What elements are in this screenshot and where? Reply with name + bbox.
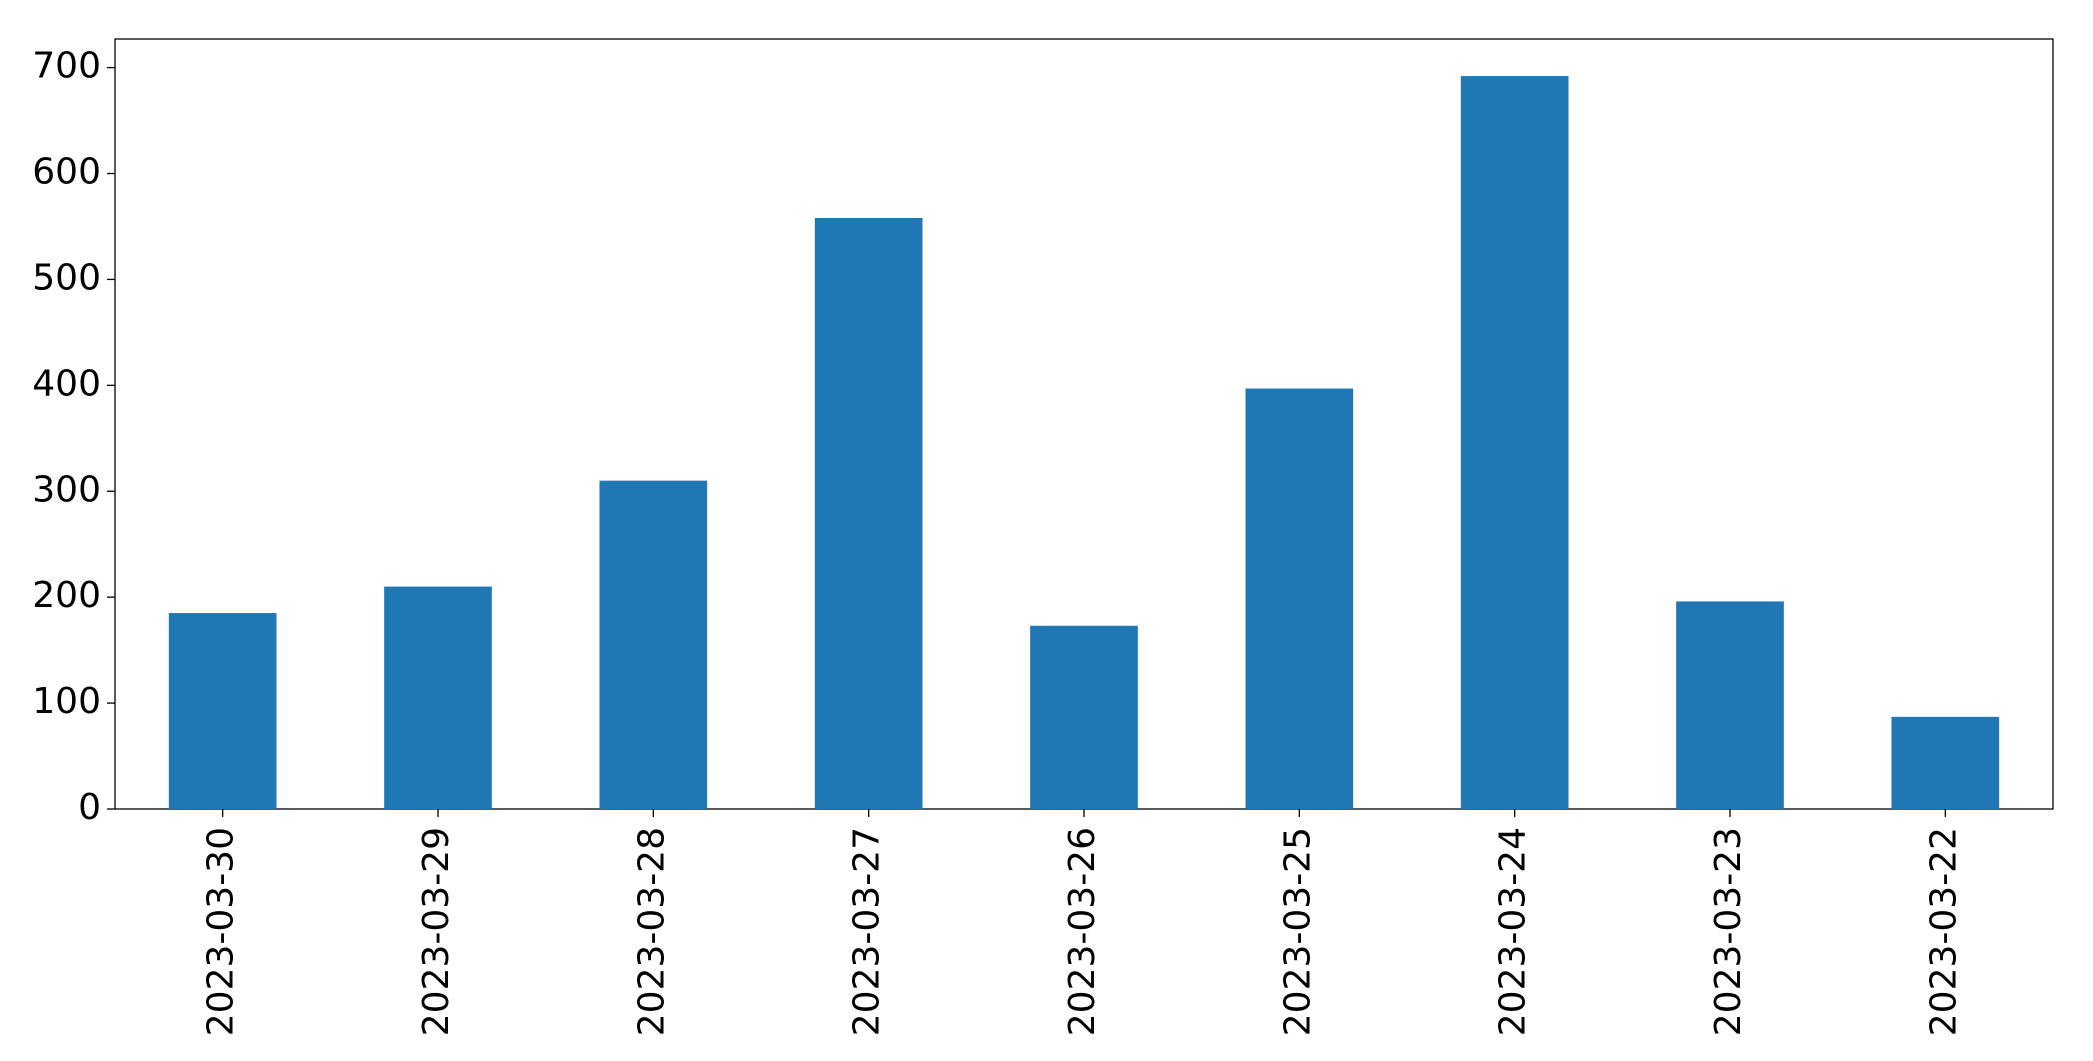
x-tick-label: 2023-03-25 xyxy=(1277,827,1318,1036)
bar xyxy=(599,480,708,809)
y-tick-label: 400 xyxy=(32,363,101,404)
y-tick-label: 600 xyxy=(32,152,101,193)
bar xyxy=(1460,76,1569,810)
bar xyxy=(1245,388,1354,809)
bar xyxy=(168,613,277,809)
x-tick-label: 2023-03-23 xyxy=(1708,827,1749,1036)
y-tick-label: 700 xyxy=(32,46,101,87)
bar xyxy=(1030,625,1138,809)
x-tick-label: 2023-03-22 xyxy=(1923,827,1964,1036)
bar xyxy=(1676,601,1784,809)
x-tick-label: 2023-03-28 xyxy=(631,827,672,1036)
x-tick-label: 2023-03-24 xyxy=(1493,827,1534,1036)
bar xyxy=(814,217,923,810)
y-tick-label: 0 xyxy=(78,787,101,828)
y-tick-label: 200 xyxy=(32,575,101,616)
x-tick-label: 2023-03-29 xyxy=(416,827,457,1036)
y-tick-label: 500 xyxy=(32,257,101,298)
y-tick-label: 100 xyxy=(32,681,101,722)
x-tick-label: 2023-03-27 xyxy=(847,827,888,1036)
x-tick-label: 2023-03-26 xyxy=(1062,827,1103,1036)
bar xyxy=(384,586,492,809)
x-tick-label: 2023-03-30 xyxy=(201,827,242,1036)
bar xyxy=(1891,716,2000,809)
y-tick-label: 300 xyxy=(32,469,101,510)
